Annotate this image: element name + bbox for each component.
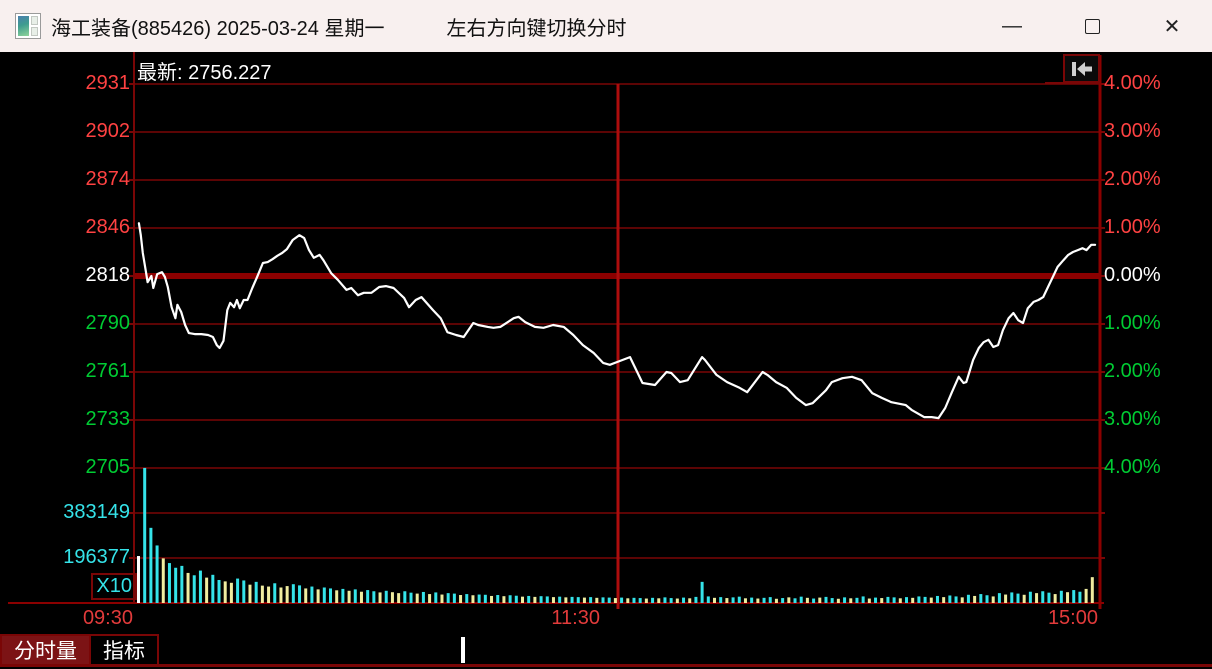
tab-volume[interactable]: 分时量	[2, 636, 89, 664]
window-title: 海工装备(885426) 2025-03-24 星期一	[51, 17, 385, 40]
pct-axis-label: 1.00%	[1104, 312, 1161, 334]
window-controls: — ✕	[972, 0, 1212, 52]
time-axis-label: 09:30	[82, 607, 133, 629]
pct-axis-label: 4.00%	[1104, 456, 1161, 478]
price-axis-label: 2761	[85, 360, 131, 382]
price-axis-label: 2790	[85, 312, 131, 334]
minimize-button[interactable]: —	[1002, 14, 1022, 37]
volume-multiplier-box: X10	[91, 573, 137, 600]
chart-screen: 最新: 2756.227 2931 2902 2874 2846 2818 2790 276…	[0, 52, 1212, 669]
price-axis-label: 2846	[85, 216, 131, 238]
pct-axis-label: 1.00%	[1104, 216, 1161, 238]
intraday-chart[interactable]	[0, 52, 1212, 669]
playback-cursor	[461, 637, 465, 663]
tab-indicator[interactable]: 指标	[89, 636, 157, 664]
price-axis-label: 2733	[85, 408, 131, 430]
time-axis-label: 11:30	[551, 607, 600, 629]
price-axis-label: 2818	[85, 264, 131, 286]
time-axis-label: 15:00	[1047, 607, 1098, 629]
app-icon-panels	[30, 16, 38, 36]
titlebar-hint: 左右方向键切换分时	[446, 17, 627, 40]
pct-axis-label: 2.00%	[1104, 360, 1161, 382]
app-icon	[15, 13, 41, 39]
bottom-tab-bar: 分时量 指标	[0, 634, 1212, 667]
pct-axis-label: 3.00%	[1104, 408, 1161, 430]
tabs-frame: 分时量 指标	[0, 634, 159, 664]
pct-axis-label: 3.00%	[1104, 120, 1161, 142]
latest-price-label: 最新: 2756.227	[137, 62, 272, 84]
app-icon-chart-pane	[18, 16, 29, 36]
volume-axis-label: 196377	[63, 546, 130, 568]
close-button[interactable]: ✕	[1163, 15, 1181, 38]
price-axis-label: 2931	[85, 72, 131, 94]
volume-multiplier: X10	[96, 575, 132, 597]
pct-axis-label: 4.00%	[1104, 72, 1161, 94]
pct-axis-label: 2.00%	[1104, 168, 1161, 190]
maximize-icon	[1084, 18, 1100, 34]
price-axis-label: 2902	[85, 120, 131, 142]
skip-to-start-icon	[1071, 61, 1092, 76]
skip-to-start-button[interactable]	[1063, 54, 1100, 83]
title-bar: 海工装备(885426) 2025-03-24 星期一 左右方向键切换分时 — …	[0, 0, 1212, 52]
price-axis-label: 2874	[85, 168, 131, 190]
price-axis-label: 2705	[85, 456, 131, 478]
pct-axis-label: 0.00%	[1104, 264, 1161, 286]
maximize-button[interactable]	[1052, 0, 1132, 52]
volume-axis-label: 383149	[63, 501, 130, 523]
